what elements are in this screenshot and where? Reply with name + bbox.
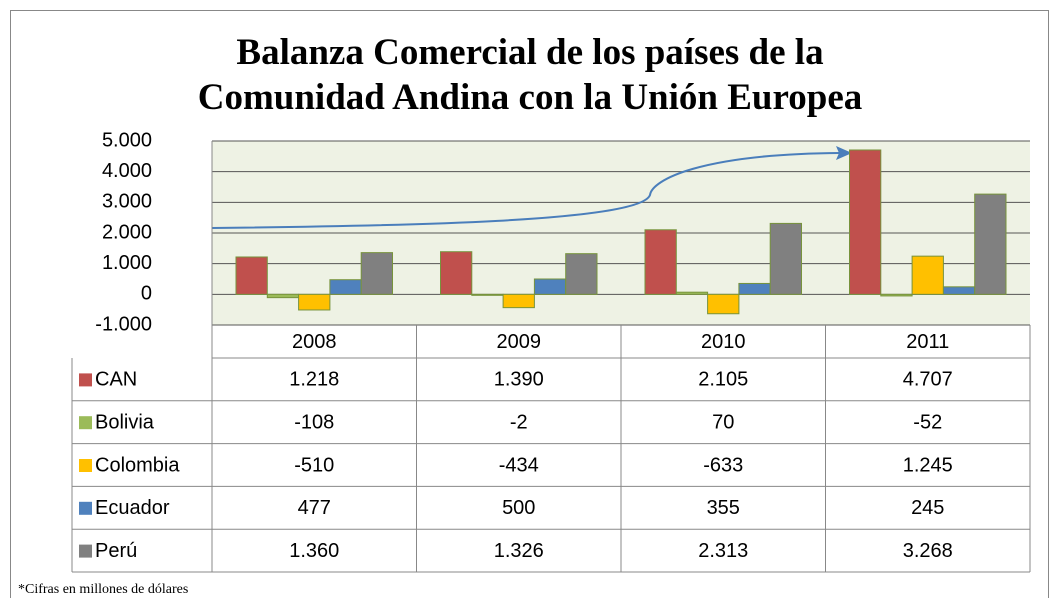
table-cell: 355 [707, 497, 740, 519]
bar [880, 293, 913, 297]
bar [769, 222, 803, 295]
x-tick-label: 2009 [497, 331, 542, 353]
table-cell: 477 [298, 497, 331, 519]
legend-key [79, 373, 92, 387]
bar [644, 229, 677, 295]
bar [675, 291, 709, 295]
x-tick-label: 2010 [701, 331, 746, 353]
legend-key [79, 416, 92, 430]
trend-arrow [211, 152, 841, 229]
bar [565, 253, 598, 295]
bar [942, 286, 976, 295]
bar [298, 293, 331, 311]
legend-label: Perú [95, 540, 137, 562]
legend-key [79, 544, 92, 558]
bar [974, 193, 1007, 295]
table-cell: -52 [913, 411, 942, 433]
bar [360, 252, 394, 295]
bar [235, 256, 268, 295]
legend-label: Bolivia [95, 411, 155, 433]
bar [738, 282, 771, 295]
table-cell: 1.218 [289, 369, 339, 391]
table-cell: 70 [712, 411, 734, 433]
table-cell: 1.245 [903, 454, 953, 476]
legend-label: Colombia [95, 454, 180, 476]
table-cell: 1.360 [289, 540, 339, 562]
arrow-head [836, 146, 852, 160]
bar [911, 255, 944, 295]
table-cell: -2 [510, 411, 528, 433]
table-cell: 3.268 [903, 540, 953, 562]
table-cell: -633 [703, 454, 743, 476]
bar [329, 279, 362, 295]
legend-label: Ecuador [95, 497, 170, 519]
y-tick-label: 2.000 [102, 221, 152, 243]
x-tick-label: 2011 [906, 331, 949, 353]
y-tick-label: 5.000 [102, 129, 152, 151]
legend-label: CAN [95, 369, 137, 391]
table-cell: -510 [294, 454, 334, 476]
table-cell: -108 [294, 411, 334, 433]
y-tick-label: 4.000 [102, 160, 152, 182]
table-cell: 2.313 [698, 540, 748, 562]
bar [266, 293, 300, 299]
y-tick-label: -1.000 [95, 313, 152, 335]
table-cell: 245 [911, 497, 944, 519]
footnote: *Cifras en millones de dólares [18, 582, 188, 597]
x-tick-label: 2008 [292, 331, 337, 353]
table-cell: 4.707 [903, 369, 953, 391]
chart-title: Balanza Comercial de los países de la Co… [197, 32, 863, 118]
bar [502, 293, 535, 309]
legend-key [79, 459, 92, 472]
table-cell: 500 [502, 497, 535, 519]
table-cell: -434 [499, 454, 539, 476]
y-tick-label: 3.000 [102, 191, 152, 213]
legend-key [79, 501, 92, 515]
y-tick-label: 1.000 [102, 252, 152, 274]
bar [849, 149, 882, 295]
bar [707, 293, 740, 315]
y-tick-label: 0 [141, 283, 152, 305]
bar [533, 278, 567, 295]
bar [471, 293, 504, 296]
table-cell: 1.326 [494, 540, 544, 562]
table-cell: 2.105 [698, 369, 748, 391]
bar [440, 251, 473, 295]
table-cell: 1.390 [494, 369, 544, 391]
